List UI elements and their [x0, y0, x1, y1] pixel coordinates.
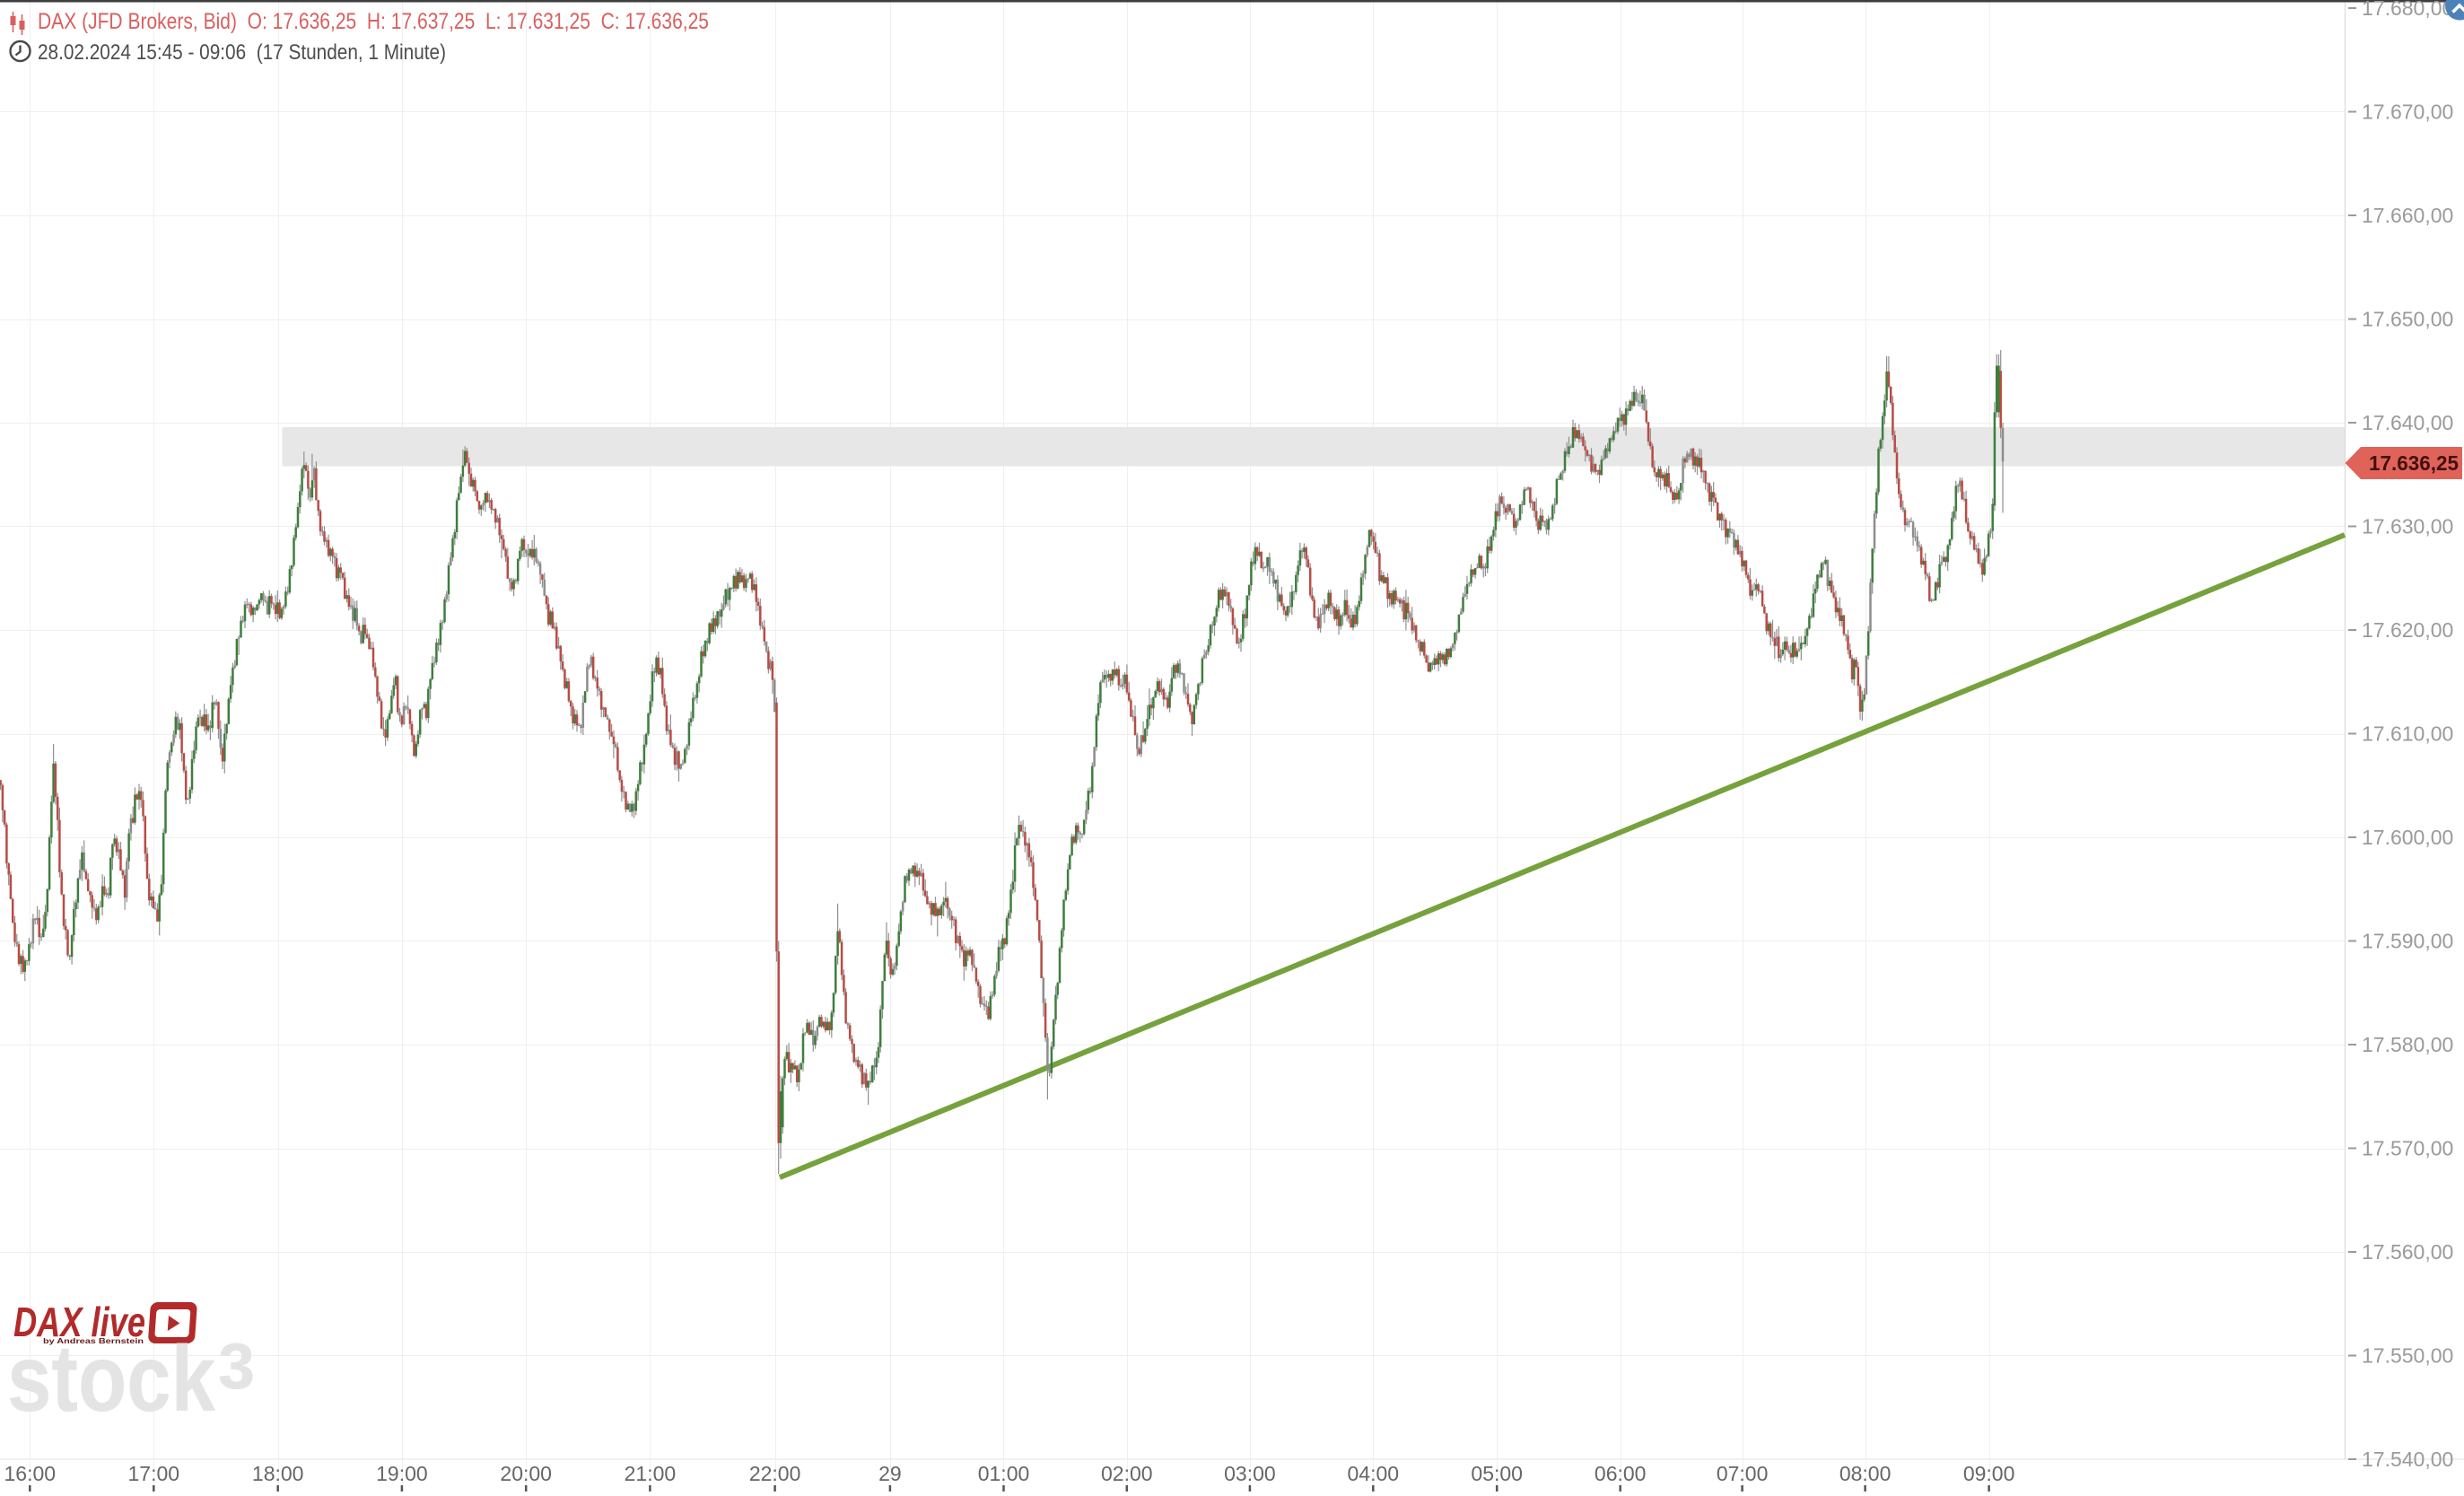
- svg-text:17.560,00: 17.560,00: [2362, 1240, 2453, 1264]
- svg-text:03:00: 03:00: [1224, 1462, 1276, 1485]
- svg-text:02:00: 02:00: [1101, 1462, 1153, 1485]
- svg-text:17:00: 17:00: [128, 1462, 180, 1485]
- svg-text:stock: stock: [7, 1327, 215, 1431]
- svg-text:17.590,00: 17.590,00: [2362, 930, 2453, 953]
- svg-text:17.620,00: 17.620,00: [2362, 618, 2453, 642]
- svg-text:08:00: 08:00: [1839, 1462, 1892, 1485]
- svg-text:05:00: 05:00: [1471, 1462, 1523, 1485]
- svg-text:06:00: 06:00: [1595, 1462, 1647, 1485]
- svg-text:17.600,00: 17.600,00: [2362, 826, 2453, 849]
- svg-text:17.650,00: 17.650,00: [2362, 308, 2453, 331]
- svg-text:17.660,00: 17.660,00: [2362, 204, 2453, 227]
- svg-text:28.02.2024 15:45 - 09:06 (17: 28.02.2024 15:45 - 09:06 (17 Stunden, 1 …: [38, 40, 446, 65]
- svg-text:17.610,00: 17.610,00: [2362, 722, 2453, 746]
- svg-text:22:00: 22:00: [749, 1462, 801, 1485]
- svg-text:16:00: 16:00: [4, 1462, 57, 1485]
- svg-text:09:00: 09:00: [1963, 1462, 2015, 1485]
- svg-text:by Andreas Bernstein: by Andreas Bernstein: [43, 1337, 144, 1345]
- svg-text:17.570,00: 17.570,00: [2362, 1137, 2453, 1160]
- svg-text:DAX live: DAX live: [13, 1299, 145, 1345]
- svg-text:04:00: 04:00: [1348, 1462, 1400, 1485]
- svg-text:3: 3: [218, 1331, 254, 1403]
- svg-text:17.636,25: 17.636,25: [2369, 451, 2459, 475]
- svg-text:19:00: 19:00: [376, 1462, 428, 1485]
- svg-text:DAX (JFD Brokers, Bid) O: 17.: DAX (JFD Brokers, Bid) O: 17.636,25 H: 1…: [38, 9, 709, 34]
- svg-text:17.630,00: 17.630,00: [2362, 515, 2453, 538]
- svg-text:17.680,00: 17.680,00: [2362, 0, 2453, 20]
- svg-text:17.580,00: 17.580,00: [2362, 1033, 2453, 1056]
- svg-text:21:00: 21:00: [625, 1462, 677, 1485]
- svg-text:07:00: 07:00: [1717, 1462, 1769, 1485]
- svg-text:01:00: 01:00: [978, 1462, 1030, 1485]
- svg-text:20:00: 20:00: [500, 1462, 552, 1485]
- svg-text:17.540,00: 17.540,00: [2362, 1448, 2453, 1471]
- svg-text:18:00: 18:00: [252, 1462, 304, 1485]
- svg-text:3: 3: [219, 1331, 255, 1403]
- svg-text:29: 29: [878, 1462, 902, 1485]
- svg-text:17.670,00: 17.670,00: [2362, 101, 2453, 124]
- svg-text:17.550,00: 17.550,00: [2362, 1344, 2453, 1368]
- svg-text:17.640,00: 17.640,00: [2362, 411, 2453, 434]
